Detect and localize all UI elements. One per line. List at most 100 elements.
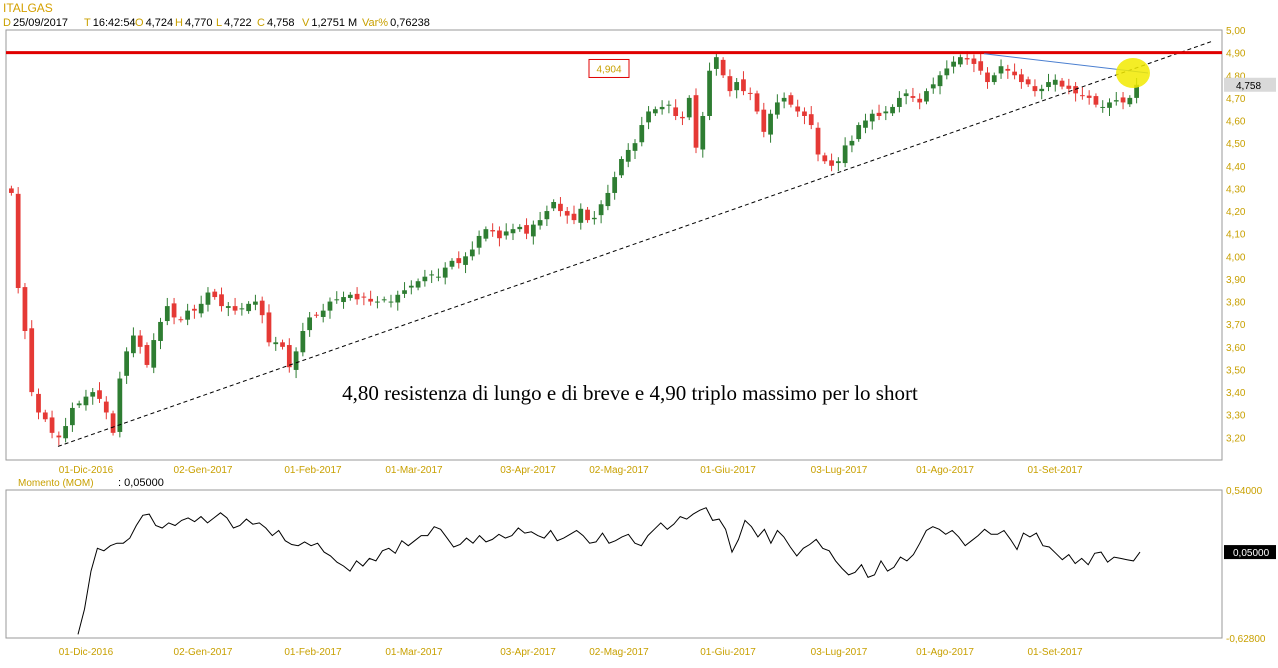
candle	[320, 303, 326, 323]
candle	[808, 106, 814, 130]
candle	[124, 347, 129, 384]
candle	[890, 104, 895, 116]
candle	[327, 297, 333, 319]
y-tick-label: 4,20	[1226, 207, 1246, 218]
candle	[957, 54, 963, 68]
candle	[747, 87, 753, 101]
candle	[29, 320, 35, 397]
candle	[673, 99, 679, 121]
candle	[1080, 87, 1085, 100]
candle	[1019, 68, 1024, 89]
candle	[978, 53, 984, 75]
candle	[842, 137, 848, 168]
momentum-x-tick-label: 01-Mar-2017	[385, 647, 443, 658]
candle	[1113, 92, 1119, 106]
y-tick-label: 4,40	[1226, 162, 1246, 173]
candle	[727, 69, 733, 97]
candle	[944, 60, 950, 80]
momentum-x-tick-label: 01-Giu-2017	[700, 647, 756, 658]
candle	[869, 109, 875, 130]
candle	[1012, 63, 1017, 80]
candle	[822, 152, 828, 164]
candle	[402, 282, 407, 298]
y-tick-label: 4,80	[1226, 71, 1246, 82]
y-tick-label: 4,10	[1226, 230, 1246, 241]
y-tick-label: 5,00	[1226, 26, 1246, 37]
x-tick-label: 03-Lug-2017	[811, 465, 868, 476]
candle	[9, 185, 14, 196]
candle	[707, 62, 712, 121]
resistance-box: 4,904	[588, 58, 630, 78]
candle	[456, 251, 462, 269]
candle	[1059, 77, 1065, 90]
momentum-x-tick-label: 01-Set-2017	[1027, 647, 1082, 658]
y-tick-label: 4,60	[1226, 117, 1246, 128]
momentum-y-tick-label: 0,54000	[1226, 486, 1263, 497]
chart-annotation: 4,80 resistenza di lungo e di breve e 4,…	[342, 381, 918, 405]
candle	[1086, 90, 1092, 105]
candle	[863, 113, 868, 134]
candle	[564, 206, 570, 224]
candle	[368, 290, 374, 306]
last-price-marker: 4,758	[1224, 77, 1276, 92]
candle	[883, 106, 889, 121]
candle	[1127, 95, 1133, 107]
candle	[178, 316, 184, 323]
candle	[225, 302, 231, 317]
candle	[388, 294, 394, 308]
candle	[619, 156, 624, 179]
momentum-panel	[5, 489, 1223, 639]
highlight-circle	[1116, 58, 1150, 88]
candle	[652, 106, 658, 116]
candle	[510, 223, 516, 241]
candle	[598, 200, 604, 224]
candle	[1039, 84, 1045, 100]
y-tick-label: 4,00	[1226, 252, 1246, 263]
candle	[212, 288, 218, 300]
candle	[741, 71, 746, 96]
y-tick-label: 4,70	[1226, 94, 1246, 105]
candle	[49, 410, 55, 439]
candle	[951, 56, 956, 74]
candle	[612, 171, 618, 200]
candle	[551, 199, 557, 212]
candle	[286, 338, 292, 373]
candle	[937, 71, 943, 95]
candle	[754, 90, 760, 115]
candle	[22, 283, 28, 340]
candle	[849, 135, 855, 153]
candle	[713, 51, 719, 76]
candle	[530, 220, 536, 245]
candle	[300, 322, 306, 357]
candle	[219, 287, 224, 312]
x-tick-label: 03-Apr-2017	[500, 465, 556, 476]
candle	[151, 333, 157, 374]
candle	[497, 226, 502, 247]
candle	[232, 297, 238, 315]
candle	[144, 342, 150, 368]
candle	[971, 54, 977, 73]
candle	[442, 262, 448, 285]
candle	[558, 197, 563, 217]
candle	[761, 102, 767, 138]
candle	[639, 116, 645, 147]
candle	[537, 211, 543, 230]
candle	[70, 402, 75, 432]
candle	[158, 317, 163, 350]
candle	[436, 268, 441, 282]
candle	[781, 92, 787, 109]
x-tick-label: 02-Mag-2017	[589, 465, 649, 476]
candle	[788, 92, 794, 108]
candle	[1005, 64, 1011, 79]
candle	[361, 292, 367, 306]
candle	[110, 410, 116, 436]
candle	[381, 296, 387, 303]
price-y-axis: 5,00 4,90 4,80 4,70 4,60 4,50 4,40 4,30 4,20 4,10…	[1226, 26, 1246, 444]
momentum-x-tick-label: 03-Lug-2017	[811, 647, 868, 658]
candle	[666, 100, 672, 114]
candle	[585, 206, 590, 223]
x-tick-label: 02-Gen-2017	[174, 465, 233, 476]
candle	[117, 371, 123, 438]
price-panel	[5, 29, 1223, 461]
